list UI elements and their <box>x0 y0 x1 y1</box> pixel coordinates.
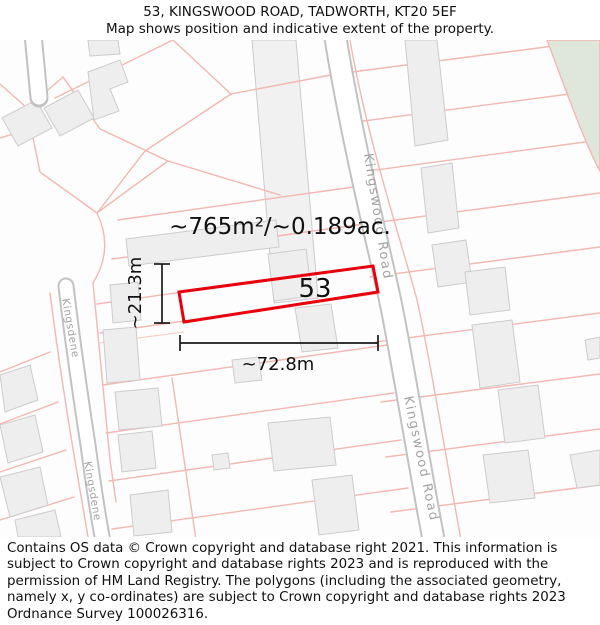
plot-number-label: 53 <box>298 274 331 304</box>
map-canvas: Kingswood Road Kingswood Road Kingsdene … <box>0 40 600 537</box>
height-measure-line <box>154 263 170 324</box>
measurements <box>154 263 379 351</box>
width-dimension-label: ~72.8m <box>242 354 315 375</box>
page-subtitle: Map shows position and indicative extent… <box>105 21 495 37</box>
roads <box>24 40 446 537</box>
header: 53, KINGSWOOD ROAD, TADWORTH, KT20 5EF M… <box>0 0 600 40</box>
green-open-land <box>546 40 600 173</box>
copyright-text: Contains OS data © Crown copyright and d… <box>7 541 566 622</box>
page-title: 53, KINGSWOOD ROAD, TADWORTH, KT20 5EF <box>143 4 457 20</box>
area-label: ~765m²/~0.189ac. <box>169 214 391 240</box>
copyright-footer: Contains OS data © Crown copyright and d… <box>0 537 600 623</box>
width-measure-line <box>179 335 379 351</box>
height-dimension-label: ~21.3m <box>125 257 146 330</box>
property-extent-outline <box>177 264 380 324</box>
buildings <box>0 40 600 537</box>
